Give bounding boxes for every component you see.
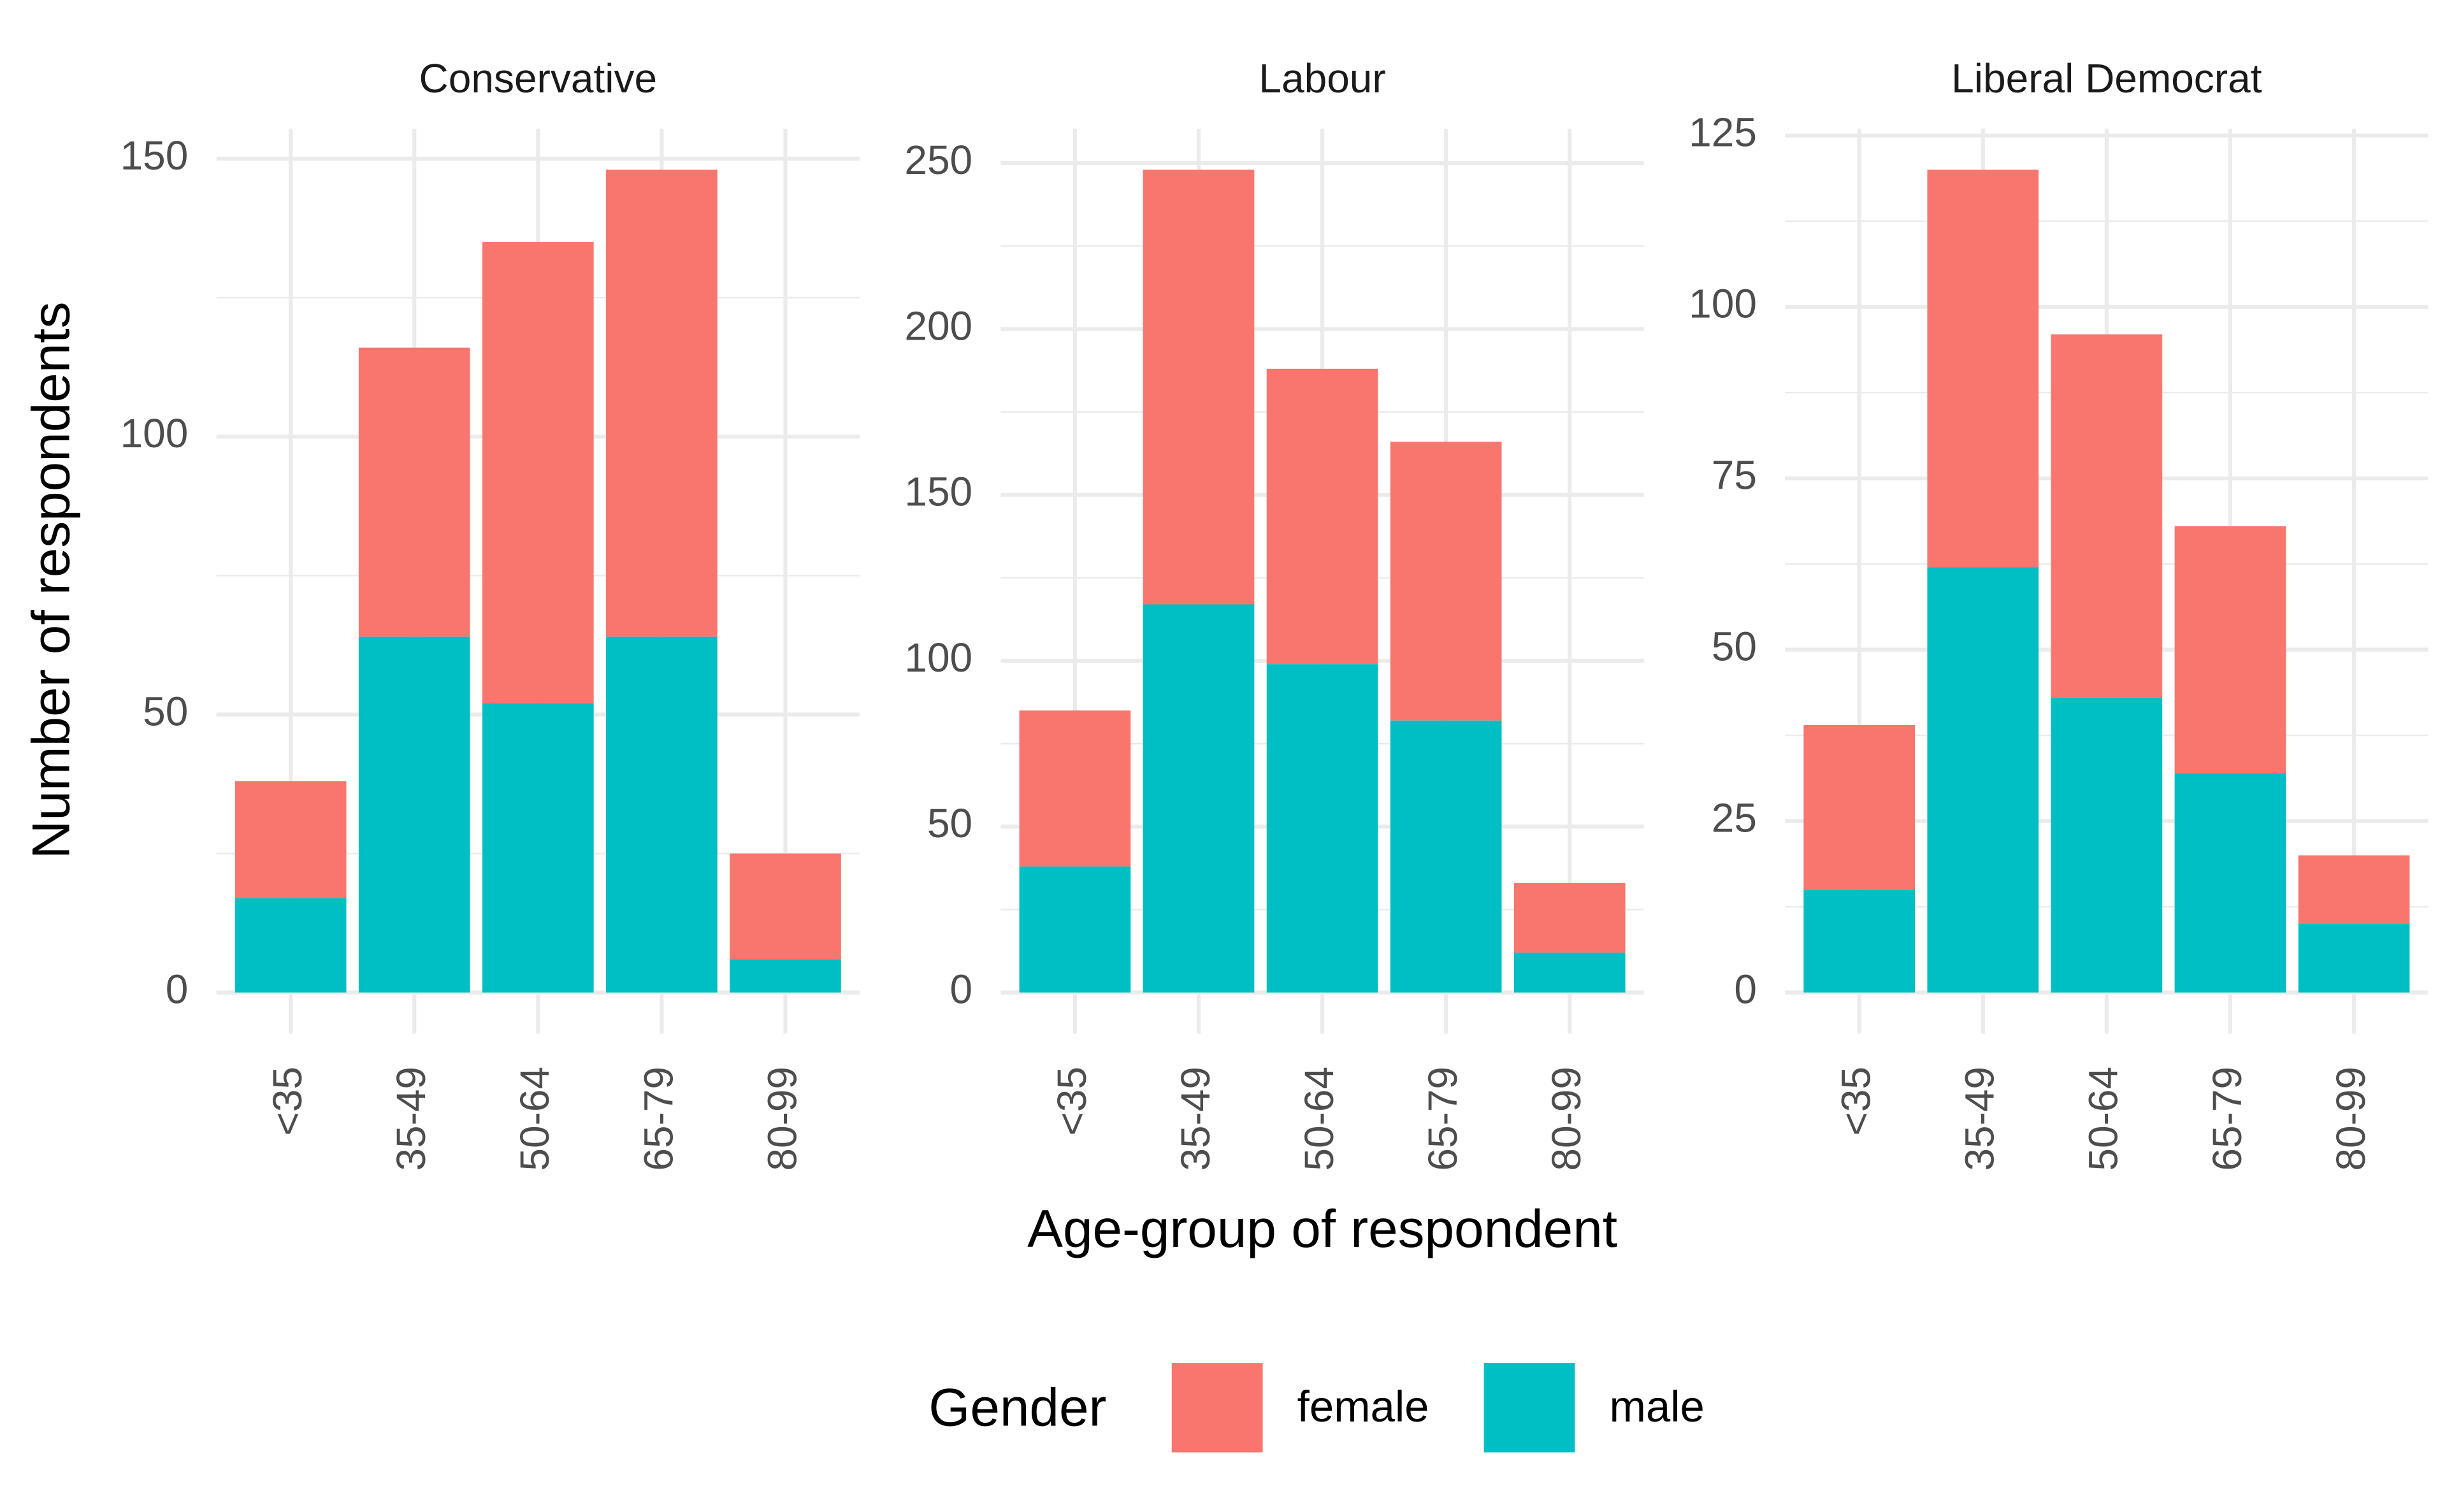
x-tick-label: <35 [1049, 1067, 1095, 1136]
legend-swatch [1483, 1363, 1575, 1453]
bar-segment [1019, 866, 1131, 993]
bar-segment [2174, 526, 2286, 774]
x-tick-label: 80-99 [1543, 1067, 1589, 1171]
facet-title: Liberal Democrat [1951, 55, 2262, 101]
bar-segment [482, 703, 594, 993]
y-tick-label: 125 [1689, 110, 1757, 155]
y-tick-label: 50 [927, 800, 972, 846]
y-tick-label: 100 [120, 410, 189, 456]
bar-segment [235, 898, 347, 993]
y-tick-label: 150 [120, 133, 189, 178]
x-tick-label: 65-79 [2204, 1067, 2250, 1171]
bar-segment [730, 853, 841, 960]
bar-segment [1513, 953, 1626, 993]
x-tick-label: 80-99 [2328, 1067, 2374, 1171]
bar-segment [1390, 442, 1502, 721]
x-tick-label: 80-99 [759, 1067, 805, 1171]
bar-segment [2174, 773, 2286, 993]
x-tick-label: 50-64 [512, 1067, 558, 1171]
bar-segment [1266, 664, 1378, 993]
bar-segment [358, 347, 470, 637]
y-tick-label: 100 [904, 635, 972, 680]
bar-segment [1143, 604, 1255, 993]
bar-segment [730, 959, 841, 993]
x-axis-title: Age-group of respondent [1027, 1199, 1617, 1258]
x-tick-label: 50-64 [1296, 1067, 1342, 1171]
x-tick-label: 50-64 [2081, 1067, 2126, 1171]
x-tick-label: 65-79 [635, 1067, 681, 1171]
bar-segment [1390, 720, 1502, 993]
y-tick-label: 200 [904, 303, 972, 349]
bar-segment [1513, 882, 1626, 953]
legend-swatch [1171, 1363, 1263, 1453]
bar-segment [1266, 368, 1378, 665]
legend-label: male [1610, 1382, 1705, 1431]
y-tick-label: 250 [904, 137, 972, 183]
y-tick-label: 0 [950, 967, 973, 1012]
bar-segment [1803, 724, 1916, 890]
facet-title: Conservative [419, 55, 658, 101]
y-tick-label: 25 [1712, 795, 1757, 841]
x-tick-label: <35 [1833, 1067, 1879, 1136]
bar-segment [606, 169, 718, 637]
y-tick-label: 150 [904, 469, 972, 515]
legend-label: female [1297, 1382, 1429, 1431]
bar-segment [2051, 697, 2163, 993]
bar-segment [1927, 567, 2039, 993]
x-tick-label: 65-79 [1420, 1067, 1466, 1171]
bar-segment [2051, 334, 2163, 698]
bar-segment [2298, 855, 2410, 925]
bar-segment [1019, 710, 1131, 867]
bar-segment [1803, 889, 1916, 993]
bar-segment [358, 637, 470, 993]
facet-title: Labour [1259, 55, 1385, 101]
y-axis-title: Number of respondents [20, 302, 80, 860]
x-tick-label: <35 [264, 1067, 310, 1136]
y-tick-label: 0 [1734, 967, 1757, 1012]
y-tick-label: 100 [1689, 281, 1757, 327]
bar-segment [2298, 924, 2410, 993]
bar-segment [1927, 169, 2039, 568]
x-tick-label: 35-49 [1173, 1067, 1218, 1171]
bar-segment [606, 637, 718, 993]
y-tick-label: 75 [1712, 452, 1757, 498]
legend-title: Gender [928, 1378, 1106, 1437]
bar-segment [235, 781, 347, 898]
x-tick-label: 35-49 [1957, 1067, 2003, 1171]
bar-segment [482, 241, 594, 703]
x-tick-label: 35-49 [388, 1067, 434, 1171]
bar-segment [1143, 169, 1255, 605]
y-tick-label: 50 [143, 688, 188, 734]
y-tick-label: 0 [166, 967, 189, 1012]
y-tick-label: 50 [1712, 624, 1757, 670]
